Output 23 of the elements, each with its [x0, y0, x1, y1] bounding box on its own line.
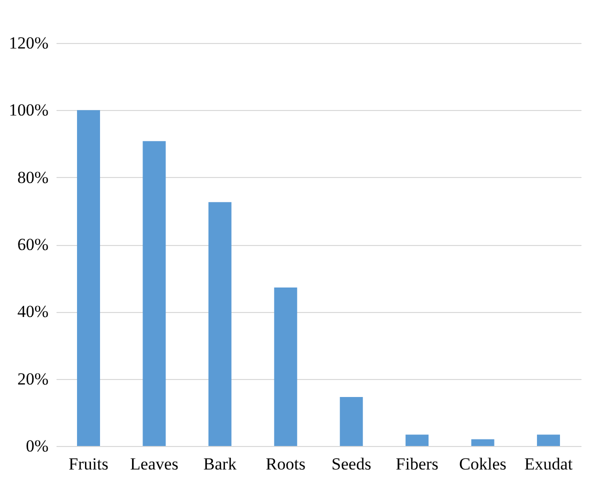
y-tick-label: 100% [8, 100, 48, 120]
bar [77, 110, 100, 446]
x-tick-label: Seeds [332, 454, 372, 474]
bar [406, 434, 429, 446]
x-tick-label: Leaves [130, 454, 178, 474]
bar [536, 434, 560, 446]
bar [471, 439, 494, 446]
bar [274, 287, 298, 446]
x-tick-label: Roots [266, 454, 306, 474]
y-tick-label: 0% [26, 436, 48, 456]
x-tick-label: Cokles [459, 454, 506, 474]
y-tick-label: 60% [17, 235, 48, 254]
x-tick-label: Fruits [68, 454, 108, 474]
x-tick-label: Exudat [524, 454, 573, 474]
bar [142, 141, 166, 446]
bar [208, 202, 232, 446]
x-tick-label: Fibers [396, 454, 438, 474]
x-tick-label: Bark [203, 454, 237, 474]
y-tick-label: 40% [17, 302, 48, 322]
y-tick-label: 80% [17, 168, 48, 187]
y-tick-label: 120% [8, 34, 48, 52]
bar [340, 396, 363, 446]
y-tick-label: 20% [17, 369, 48, 388]
